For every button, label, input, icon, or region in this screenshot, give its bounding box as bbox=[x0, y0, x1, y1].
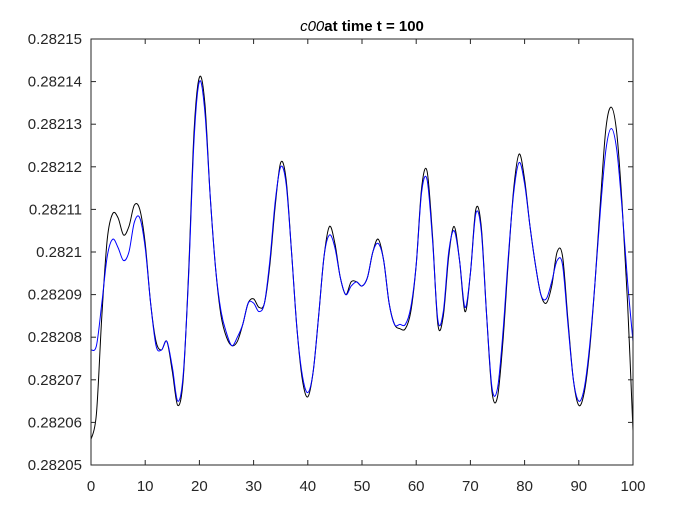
y-tick-label: 0.28215 bbox=[28, 31, 82, 48]
y-tick-label: 0.2821 bbox=[36, 244, 82, 261]
x-tick-label: 80 bbox=[516, 478, 533, 495]
y-tick-label: 0.28208 bbox=[28, 329, 82, 346]
y-axis-ticks: 0.28205 0.28206 0.28207 0.28208 0.28209 0.282… bbox=[28, 31, 633, 474]
x-tick-label: 90 bbox=[570, 478, 587, 495]
y-tick-label: 0.28214 bbox=[28, 74, 82, 91]
plot-area bbox=[91, 39, 633, 465]
x-tick-label: 50 bbox=[354, 478, 371, 495]
y-tick-label: 0.28206 bbox=[28, 414, 82, 431]
series-layer bbox=[90, 75, 634, 440]
x-tick-label: 30 bbox=[245, 478, 262, 495]
y-tick-label: 0.28211 bbox=[29, 201, 82, 218]
x-tick-label: 40 bbox=[299, 478, 316, 495]
y-tick-label: 0.28212 bbox=[28, 159, 82, 176]
x-tick-label: 10 bbox=[137, 478, 154, 495]
x-tick-label: 60 bbox=[408, 478, 425, 495]
x-tick-label: 70 bbox=[462, 478, 479, 495]
x-tick-label: 100 bbox=[620, 478, 645, 495]
y-tick-label: 0.28205 bbox=[28, 457, 82, 474]
title-variable: c00 bbox=[300, 18, 325, 35]
x-axis-ticks: 0 10 20 30 40 50 60 70 80 90 100 bbox=[87, 39, 646, 495]
x-tick-label: 20 bbox=[191, 478, 208, 495]
chart-title: c00at time t = 100 bbox=[300, 18, 424, 35]
y-tick-label: 0.28209 bbox=[28, 287, 82, 304]
series-line-2 bbox=[90, 80, 634, 402]
y-tick-label: 0.28207 bbox=[28, 372, 82, 389]
x-tick-label: 0 bbox=[87, 478, 95, 495]
title-rest: at time t = 100 bbox=[324, 18, 424, 35]
y-tick-label: 0.28213 bbox=[28, 116, 82, 133]
